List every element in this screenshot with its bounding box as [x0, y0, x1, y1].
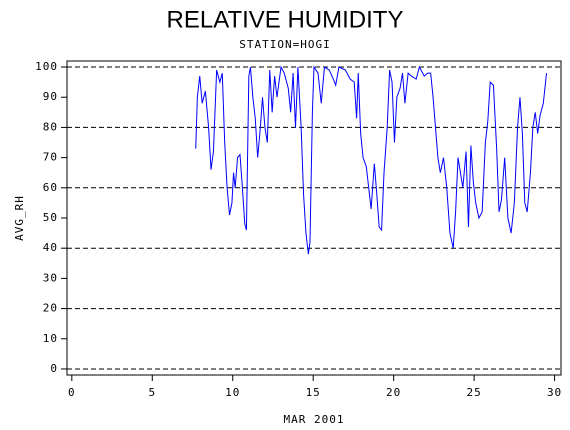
x-tick-label: 20: [386, 386, 401, 399]
x-tick-label: 15: [306, 386, 321, 399]
x-tick-label: 25: [466, 386, 481, 399]
y-tick-label: 50: [43, 211, 58, 224]
y-tick-label: 20: [43, 302, 58, 315]
x-tick-label: 10: [225, 386, 240, 399]
y-tick-label: 100: [35, 60, 58, 73]
x-tick-label: 0: [68, 386, 76, 399]
y-tick-label: 0: [50, 362, 58, 375]
x-axis-label: MAR 2001: [284, 413, 345, 426]
chart-title: RELATIVE HUMIDITY: [167, 6, 404, 33]
plot-frame: [66, 60, 562, 376]
y-tick-label: 40: [43, 241, 58, 254]
y-tick-label: 30: [43, 271, 58, 284]
y-axis-label: AVG_RH: [13, 195, 26, 241]
y-tick-label: 60: [43, 181, 58, 194]
y-tick-label: 90: [43, 90, 58, 103]
y-tick-label: 80: [43, 120, 58, 133]
y-tick-label: 70: [43, 151, 58, 164]
data-line: [195, 65, 548, 255]
x-tick-label: 5: [148, 386, 156, 399]
x-tick-label: 30: [547, 386, 562, 399]
y-tick-label: 10: [43, 332, 58, 345]
chart-subtitle: STATION=HOGI: [239, 38, 330, 51]
